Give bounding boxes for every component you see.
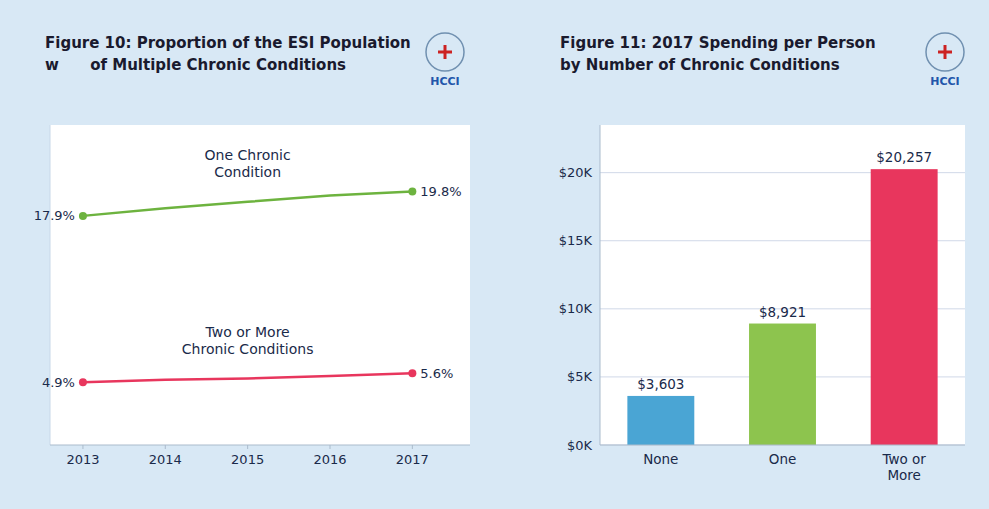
- background: [0, 0, 989, 509]
- bar: [749, 324, 816, 445]
- x-tick-label: 2016: [313, 452, 346, 467]
- grid-line: [600, 445, 965, 446]
- data-label: 5.6%: [420, 366, 453, 381]
- plot-background: [50, 125, 470, 445]
- point-marker: [79, 212, 87, 220]
- logo-text: HCCI: [930, 75, 959, 88]
- x-tick: [412, 445, 413, 449]
- x-tick: [165, 445, 166, 449]
- title-line: w of Multiple Chronic Conditions: [45, 56, 346, 74]
- x-tick-label: 2013: [66, 452, 99, 467]
- labels: $3,603 None $8,921 One $20,257 Two orMore: [637, 149, 932, 483]
- logo-ring: [426, 33, 464, 71]
- text-line: Two or More: [205, 324, 290, 340]
- x-tick-label: None: [643, 451, 678, 467]
- text-line: None: [643, 451, 678, 467]
- logo-cross: [444, 45, 447, 59]
- text-line: One: [769, 451, 797, 467]
- x-axis-line: [50, 445, 470, 446]
- data-label: $8,921: [759, 304, 806, 320]
- title-line: Figure 10: Proportion of the ESI Populat…: [45, 34, 411, 52]
- text-line: Chronic Conditions: [182, 341, 314, 357]
- data-label: $20,257: [876, 149, 932, 165]
- plot-marks: [627, 169, 937, 445]
- point-marker: [408, 369, 416, 377]
- title-line: Figure 11: 2017 Spending per Person: [560, 34, 876, 52]
- chart-title: Figure 10: Proportion of the ESI Populat…: [45, 34, 411, 74]
- y-tick-label: $5K: [567, 369, 593, 384]
- plot-marks: [79, 188, 416, 387]
- chart-line: Figure 10: Proportion of the ESI Populat…: [34, 33, 470, 467]
- text-line: One Chronic: [205, 147, 291, 163]
- x-tick-label: 2015: [231, 452, 264, 467]
- series-name: Two or MoreChronic Conditions: [182, 324, 314, 357]
- logo-cross: [944, 45, 947, 59]
- y-tick-label: $15K: [559, 233, 593, 248]
- y-tick-label: $20K: [559, 165, 593, 180]
- y-axis-line: [50, 125, 51, 445]
- x-tick-label: Two orMore: [881, 451, 926, 483]
- labels: 17.9% 19.8% One ChronicCondition 4.9% 5.6% Tw…: [34, 147, 462, 389]
- x-axis-line: [600, 445, 965, 446]
- x-tick: [82, 445, 83, 449]
- y-axis-line: [600, 125, 601, 445]
- chart-bar: Figure 11: 2017 Spending per Person by Nu…: [559, 33, 965, 483]
- y-tick-label: $0K: [567, 438, 593, 453]
- chart-root: Figure 10: Proportion of the ESI Populat…: [0, 0, 989, 509]
- series-line: [83, 373, 412, 382]
- bar: [627, 396, 694, 445]
- x-tick: [247, 445, 248, 449]
- data-label: 4.9%: [42, 375, 75, 390]
- text-line: Condition: [214, 164, 281, 180]
- y-tick-label: $10K: [559, 301, 593, 316]
- series-name: One ChronicCondition: [205, 147, 291, 180]
- x-tick-label: 2017: [396, 452, 429, 467]
- plot-background: [600, 125, 965, 445]
- title-line: by Number of Chronic Conditions: [560, 56, 840, 74]
- x-tick: [330, 445, 331, 449]
- data-label: $3,603: [637, 376, 684, 392]
- logo-text: HCCI: [430, 75, 459, 88]
- text-line: More: [887, 467, 920, 483]
- text-line: Two or: [881, 451, 926, 467]
- series-line: [83, 192, 412, 216]
- logo-ring: [926, 33, 964, 71]
- chart-title: Figure 11: 2017 Spending per Person by Nu…: [560, 34, 876, 74]
- data-label: 17.9%: [34, 208, 75, 223]
- point-marker: [408, 188, 416, 196]
- data-label: 19.8%: [420, 184, 461, 199]
- point-marker: [79, 378, 87, 386]
- x-tick-label: 2014: [149, 452, 182, 467]
- x-tick-label: One: [769, 451, 797, 467]
- bar: [871, 169, 938, 445]
